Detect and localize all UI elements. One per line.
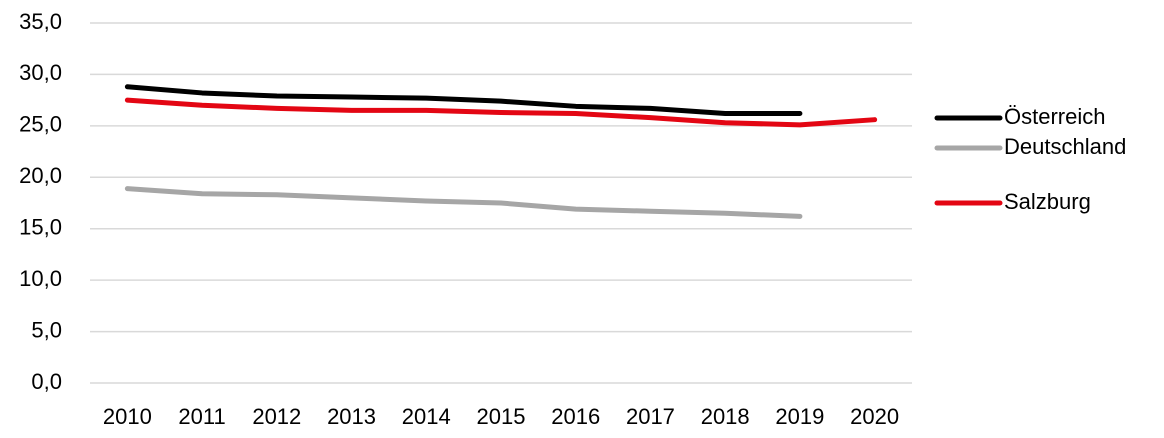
series-line (124, 84, 803, 117)
x-tick-label: 2010 (103, 404, 152, 429)
y-tick-label: 5,0 (31, 317, 62, 342)
legend-label: Österreich (1004, 104, 1105, 129)
y-tick-label: 20,0 (19, 163, 62, 188)
x-tick-label: 2013 (327, 404, 376, 429)
y-tick-label: 15,0 (19, 215, 62, 240)
x-tick-label: 2017 (626, 404, 675, 429)
x-tick-label: 2020 (850, 404, 899, 429)
x-tick-label: 2012 (252, 404, 301, 429)
legend-label: Deutschland (1004, 134, 1126, 159)
x-tick-label: 2019 (775, 404, 824, 429)
y-tick-label: 25,0 (19, 112, 62, 137)
y-tick-label: 0,0 (31, 369, 62, 394)
x-tick-label: 2011 (178, 404, 225, 429)
y-tick-label: 35,0 (19, 9, 62, 34)
x-tick-label: 2015 (477, 404, 526, 429)
x-tick-label: 2016 (551, 404, 600, 429)
x-tick-label: 2014 (402, 404, 451, 429)
series-line (124, 97, 878, 128)
series-line (124, 186, 803, 219)
y-tick-label: 30,0 (19, 60, 62, 85)
x-tick-label: 2018 (701, 404, 750, 429)
legend-label: Salzburg (1004, 189, 1091, 214)
y-tick-label: 10,0 (19, 266, 62, 291)
